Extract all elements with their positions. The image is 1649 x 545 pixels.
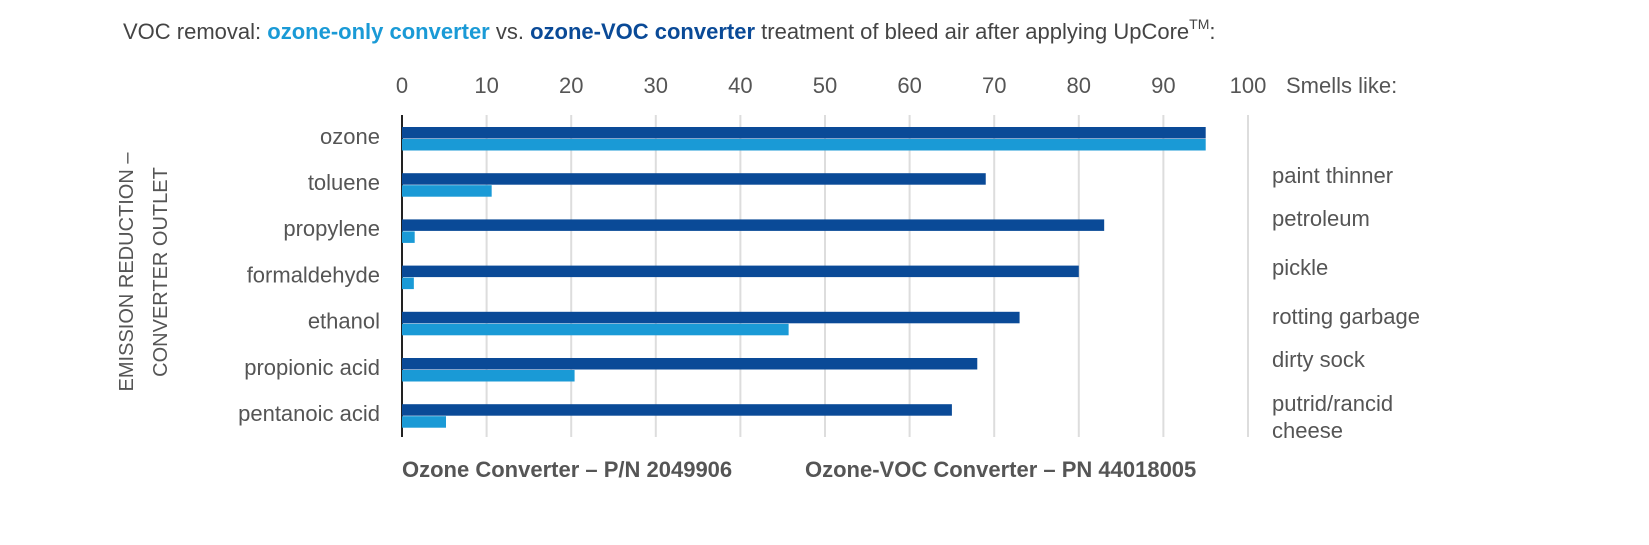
chart-title: VOC removal: ozone-only converter vs. oz… xyxy=(123,16,1216,44)
title-part: treatment of bleed air after applying Up… xyxy=(755,19,1189,44)
y-tick-label: toluene xyxy=(308,170,380,195)
x-tick-label: 100 xyxy=(1230,73,1267,98)
bar xyxy=(402,139,1206,151)
x-tick-label: 30 xyxy=(644,73,668,98)
legend-entry: Ozone Converter – P/N 2049906 xyxy=(402,457,732,482)
x-tick-label: 90 xyxy=(1151,73,1175,98)
x-tick-label: 50 xyxy=(813,73,837,98)
y-tick-label: propionic acid xyxy=(244,355,380,380)
bar xyxy=(402,185,492,197)
bar xyxy=(402,370,575,382)
title-part: : xyxy=(1209,19,1215,44)
legend-entry: Ozone-VOC Converter – PN 44018005 xyxy=(805,457,1196,482)
x-tick-label: 20 xyxy=(559,73,583,98)
bar xyxy=(402,358,978,370)
bar xyxy=(402,219,1105,231)
x-tick-label: 0 xyxy=(396,73,408,98)
y-label-line: EMISSION REDUCTION – xyxy=(116,152,138,392)
title-part: ozone-only converter xyxy=(267,19,490,44)
y-tick-label: ethanol xyxy=(308,309,380,334)
title-part: TM xyxy=(1189,16,1209,32)
y-tick-label: pentanoic acid xyxy=(238,401,380,426)
smell-label: dirty sock xyxy=(1272,347,1365,372)
bar xyxy=(402,265,1079,278)
smell-label: paint thinner xyxy=(1272,163,1394,188)
bar xyxy=(402,404,952,416)
y-label-line: CONVERTER OUTLET xyxy=(150,167,172,377)
bar xyxy=(402,323,789,336)
smell-label: pickle xyxy=(1272,255,1329,280)
x-tick-label: 10 xyxy=(474,73,498,98)
x-tick-label: 40 xyxy=(728,73,752,98)
x-tick-label: 70 xyxy=(982,73,1006,98)
title-part: ozone-VOC converter xyxy=(530,19,755,44)
smell-label: petroleum xyxy=(1272,206,1370,231)
smell-label: putrid/rancid cheese xyxy=(1272,391,1394,443)
smells-title: Smells like: xyxy=(1286,73,1397,98)
bar xyxy=(402,416,446,428)
y-tick-label: ozone xyxy=(320,124,380,149)
x-tick-label: 60 xyxy=(897,73,921,98)
title-part: VOC removal: xyxy=(123,19,267,44)
bar xyxy=(402,311,1020,324)
y-tick-label: formaldehyde xyxy=(247,262,380,287)
bar xyxy=(402,127,1206,139)
x-tick-label: 80 xyxy=(1067,73,1091,98)
bar xyxy=(402,173,986,185)
bar xyxy=(402,231,415,243)
bar xyxy=(402,277,414,290)
y-axis-label: EMISSION REDUCTION – CONVERTER OUTLET xyxy=(116,152,172,392)
title-part: vs. xyxy=(490,19,530,44)
smell-label: rotting garbage xyxy=(1272,304,1420,329)
y-tick-label: propylene xyxy=(283,216,380,241)
